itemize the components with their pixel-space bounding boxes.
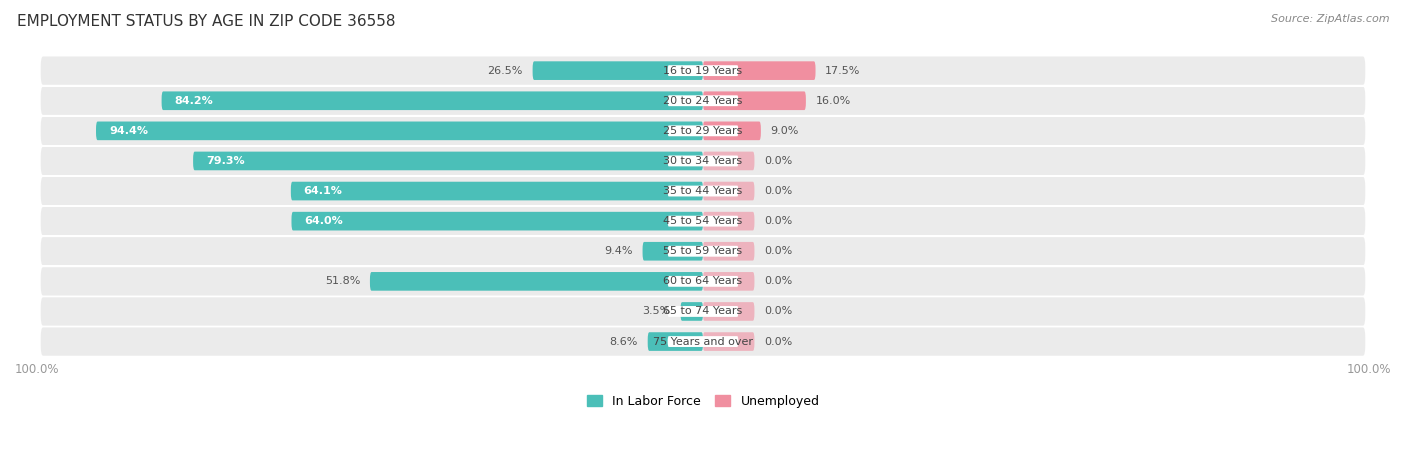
- FancyBboxPatch shape: [41, 56, 1365, 85]
- Text: 0.0%: 0.0%: [763, 336, 793, 346]
- Text: 51.8%: 51.8%: [325, 276, 360, 286]
- Text: 100.0%: 100.0%: [1347, 363, 1391, 376]
- Text: 64.0%: 64.0%: [304, 216, 343, 226]
- FancyBboxPatch shape: [703, 332, 755, 351]
- Text: 8.6%: 8.6%: [610, 336, 638, 346]
- Text: 16.0%: 16.0%: [815, 96, 851, 106]
- FancyBboxPatch shape: [703, 242, 755, 261]
- FancyBboxPatch shape: [41, 55, 1365, 56]
- FancyBboxPatch shape: [41, 207, 1365, 235]
- Text: 35 to 44 Years: 35 to 44 Years: [664, 186, 742, 196]
- Text: 0.0%: 0.0%: [763, 156, 793, 166]
- FancyBboxPatch shape: [291, 182, 703, 200]
- FancyBboxPatch shape: [41, 205, 1365, 207]
- FancyBboxPatch shape: [41, 326, 1365, 327]
- FancyBboxPatch shape: [703, 152, 755, 170]
- FancyBboxPatch shape: [370, 272, 703, 291]
- FancyBboxPatch shape: [41, 267, 1365, 295]
- FancyBboxPatch shape: [41, 237, 1365, 265]
- FancyBboxPatch shape: [533, 61, 703, 80]
- FancyBboxPatch shape: [668, 306, 738, 317]
- FancyBboxPatch shape: [41, 297, 1365, 326]
- Text: 16 to 19 Years: 16 to 19 Years: [664, 66, 742, 76]
- FancyBboxPatch shape: [41, 295, 1365, 297]
- Text: 30 to 34 Years: 30 to 34 Years: [664, 156, 742, 166]
- FancyBboxPatch shape: [703, 61, 815, 80]
- Text: 25 to 29 Years: 25 to 29 Years: [664, 126, 742, 136]
- FancyBboxPatch shape: [41, 175, 1365, 177]
- Text: 0.0%: 0.0%: [763, 216, 793, 226]
- FancyBboxPatch shape: [703, 121, 761, 140]
- Text: 79.3%: 79.3%: [205, 156, 245, 166]
- FancyBboxPatch shape: [668, 156, 738, 166]
- Text: 84.2%: 84.2%: [174, 96, 214, 106]
- Text: 75 Years and over: 75 Years and over: [652, 336, 754, 346]
- FancyBboxPatch shape: [41, 85, 1365, 87]
- FancyBboxPatch shape: [668, 246, 738, 257]
- FancyBboxPatch shape: [41, 115, 1365, 117]
- Text: 100.0%: 100.0%: [15, 363, 59, 376]
- FancyBboxPatch shape: [668, 216, 738, 226]
- FancyBboxPatch shape: [703, 302, 755, 321]
- FancyBboxPatch shape: [96, 121, 703, 140]
- Text: 3.5%: 3.5%: [643, 307, 671, 317]
- FancyBboxPatch shape: [291, 212, 703, 230]
- FancyBboxPatch shape: [703, 212, 755, 230]
- FancyBboxPatch shape: [668, 95, 738, 106]
- Text: 0.0%: 0.0%: [763, 276, 793, 286]
- Text: 17.5%: 17.5%: [825, 66, 860, 76]
- Text: 60 to 64 Years: 60 to 64 Years: [664, 276, 742, 286]
- FancyBboxPatch shape: [162, 92, 703, 110]
- Text: 45 to 54 Years: 45 to 54 Years: [664, 216, 742, 226]
- FancyBboxPatch shape: [643, 242, 703, 261]
- Text: 0.0%: 0.0%: [763, 307, 793, 317]
- FancyBboxPatch shape: [648, 332, 703, 351]
- FancyBboxPatch shape: [668, 125, 738, 136]
- FancyBboxPatch shape: [703, 182, 755, 200]
- Text: 94.4%: 94.4%: [108, 126, 148, 136]
- Text: 55 to 59 Years: 55 to 59 Years: [664, 246, 742, 256]
- FancyBboxPatch shape: [41, 147, 1365, 175]
- FancyBboxPatch shape: [668, 65, 738, 76]
- Text: 0.0%: 0.0%: [763, 246, 793, 256]
- FancyBboxPatch shape: [41, 235, 1365, 237]
- Text: 0.0%: 0.0%: [763, 186, 793, 196]
- FancyBboxPatch shape: [41, 117, 1365, 145]
- FancyBboxPatch shape: [703, 92, 806, 110]
- Text: 9.4%: 9.4%: [605, 246, 633, 256]
- Text: 64.1%: 64.1%: [304, 186, 343, 196]
- FancyBboxPatch shape: [668, 336, 738, 347]
- Text: EMPLOYMENT STATUS BY AGE IN ZIP CODE 36558: EMPLOYMENT STATUS BY AGE IN ZIP CODE 365…: [17, 14, 395, 28]
- Text: Source: ZipAtlas.com: Source: ZipAtlas.com: [1271, 14, 1389, 23]
- FancyBboxPatch shape: [681, 302, 703, 321]
- Text: 20 to 24 Years: 20 to 24 Years: [664, 96, 742, 106]
- FancyBboxPatch shape: [41, 87, 1365, 115]
- FancyBboxPatch shape: [668, 186, 738, 197]
- FancyBboxPatch shape: [41, 145, 1365, 147]
- FancyBboxPatch shape: [41, 327, 1365, 356]
- FancyBboxPatch shape: [41, 265, 1365, 267]
- Legend: In Labor Force, Unemployed: In Labor Force, Unemployed: [586, 395, 820, 408]
- FancyBboxPatch shape: [41, 177, 1365, 205]
- Text: 9.0%: 9.0%: [770, 126, 799, 136]
- FancyBboxPatch shape: [193, 152, 703, 170]
- Text: 65 to 74 Years: 65 to 74 Years: [664, 307, 742, 317]
- FancyBboxPatch shape: [703, 272, 755, 291]
- FancyBboxPatch shape: [668, 276, 738, 287]
- Text: 26.5%: 26.5%: [488, 66, 523, 76]
